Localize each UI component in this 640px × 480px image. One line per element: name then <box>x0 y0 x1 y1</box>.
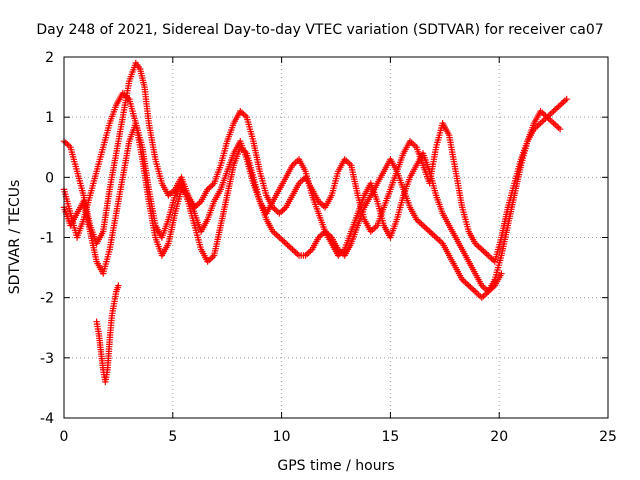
chart-title: Day 248 of 2021, Sidereal Day-to-day VTE… <box>36 22 603 38</box>
x-axis-label: GPS time / hours <box>277 458 394 474</box>
x-tick-label: 5 <box>168 429 177 445</box>
data-point-marker <box>540 117 547 124</box>
data-point-marker <box>478 294 485 301</box>
x-tick-label: 10 <box>273 429 291 445</box>
y-tick-label: -1 <box>40 231 54 247</box>
x-tick-label: 15 <box>381 429 399 445</box>
y-tick-label: -3 <box>40 351 54 367</box>
y-tick-label: -2 <box>40 291 54 307</box>
data-point-marker <box>463 280 471 288</box>
data-point-marker <box>305 249 312 256</box>
x-tick-label: 0 <box>60 429 69 445</box>
data-point-marker <box>274 232 281 240</box>
data-point-marker <box>428 229 435 237</box>
series-track-a <box>60 59 570 265</box>
data-point-marker <box>418 220 425 228</box>
y-tick-label: -4 <box>40 411 54 427</box>
data-point-marker <box>483 250 490 258</box>
y-tick-label: 0 <box>45 170 54 186</box>
series-track-b <box>60 108 564 301</box>
data-point-marker <box>555 103 562 110</box>
series-track-c <box>60 89 505 295</box>
data-point-marker <box>115 282 122 289</box>
x-axis-ticks: 0 5 10 15 20 25 <box>60 57 617 445</box>
x-tick-label: 25 <box>599 429 617 445</box>
x-tick-label: 20 <box>490 429 508 445</box>
y-tick-label: 2 <box>45 50 54 66</box>
data-point-marker <box>279 237 286 244</box>
data-point-marker <box>550 120 557 127</box>
data-point-marker <box>556 126 564 133</box>
y-tick-label: 1 <box>45 110 54 126</box>
data-point-marker <box>560 98 567 106</box>
data-point-marker <box>563 95 570 103</box>
data-point-marker <box>498 270 505 277</box>
data-point-marker <box>423 225 430 232</box>
series-track-d <box>93 282 122 386</box>
data-point-marker <box>473 290 481 297</box>
data-point-marker <box>535 121 543 128</box>
data-point-marker <box>279 207 286 214</box>
data-point-marker <box>550 108 557 115</box>
data-point-marker <box>555 124 562 131</box>
y-axis-ticks: -4 -3 -2 -1 0 1 2 <box>40 50 608 427</box>
data-point-marker <box>286 243 293 250</box>
data-point-marker <box>432 234 440 241</box>
data-point-marker <box>478 246 485 253</box>
data-point-marker <box>545 115 552 122</box>
data-points <box>60 59 570 386</box>
data-point-marker <box>290 247 298 255</box>
data-point-marker <box>468 285 476 292</box>
data-point-marker <box>540 111 547 118</box>
y-axis-label: SDTVAR / TECUs <box>7 180 23 295</box>
data-point-marker <box>284 241 291 249</box>
